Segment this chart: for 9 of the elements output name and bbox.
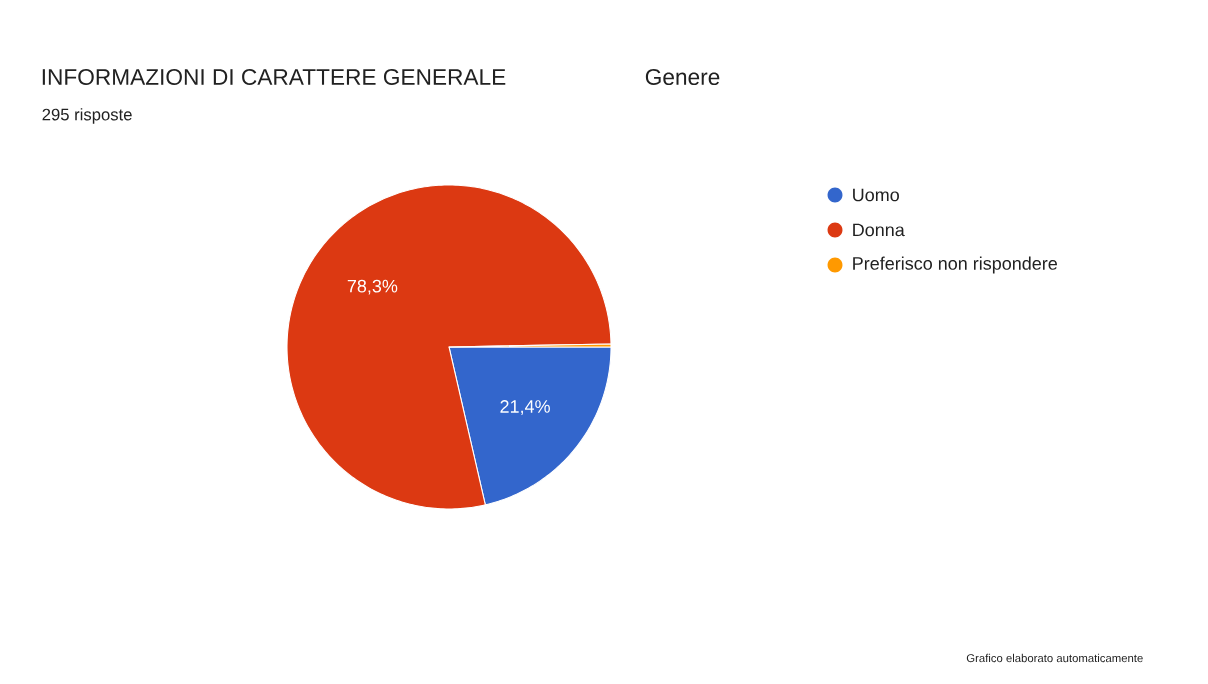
legend-label: Uomo — [853, 188, 899, 202]
text: Grafico elaborato automaticamente — [966, 653, 1143, 663]
data-label: 21,4% — [500, 400, 550, 415]
data-label: 78,3% — [347, 279, 398, 295]
text: Genere — [645, 68, 720, 86]
legend-label: Donna — [853, 223, 905, 237]
legend-label: Preferisco non rispondere — [853, 256, 1057, 274]
chart-title: INFORMAZIONI DI CARATTERE GENERALE — [42, 68, 506, 86]
text: 295 risposte — [42, 108, 132, 124]
